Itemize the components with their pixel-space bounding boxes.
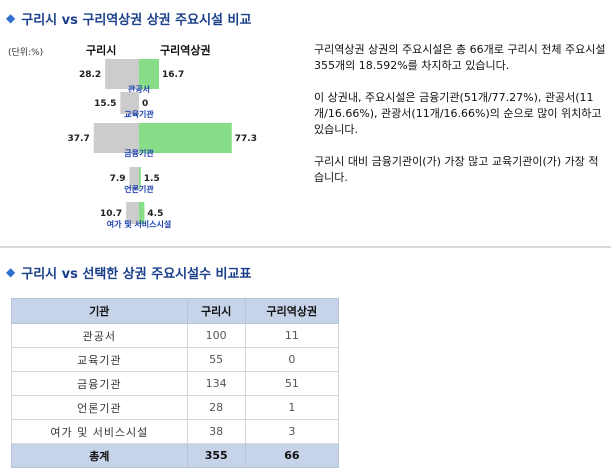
- category-label: 관공서: [128, 84, 150, 94]
- value-label-left: 37.7: [68, 134, 90, 144]
- value-label-right: 0: [142, 99, 148, 109]
- category-label: 여가 및 서비스시설: [107, 219, 171, 229]
- summary-paragraph: 이 상권내, 주요시설은 금융기관(51개/77.27%), 관공서(11개/1…: [314, 91, 602, 136]
- summary-description: 구리역상권 상권의 주요시설은 총 66개로 구리시 전체 주요시설 355개의…: [314, 42, 606, 202]
- table-header-row: 기관 구리시 구리역상권: [11, 298, 340, 324]
- value-label-left: 15.5: [94, 99, 116, 109]
- table-row: 교육기관 55 0: [11, 347, 340, 372]
- category-label: 언론기관: [124, 184, 154, 194]
- table-cell: 355: [186, 443, 246, 468]
- bar-left: [129, 167, 139, 189]
- value-label-left: 7.9: [110, 174, 126, 184]
- diamond-bullet-icon: ◆: [6, 265, 16, 279]
- table-row: 금융기관 134 51: [11, 371, 340, 396]
- table-cell: 38: [186, 419, 246, 444]
- table-total-row: 총계 355 66: [11, 443, 340, 468]
- chart-right-header: 구리역상권: [160, 44, 211, 57]
- comparison-table: 기관 구리시 구리역상권 관공서 100 11 교육기관 55 0 금융기관 1…: [11, 298, 340, 468]
- category-label: 교육기관: [124, 109, 154, 119]
- table-cell: 55: [186, 347, 246, 372]
- bar-left: [120, 92, 139, 114]
- table-cell: 66: [244, 443, 340, 468]
- column-header: 기관: [11, 298, 188, 324]
- bar-left: [126, 202, 139, 224]
- value-label-right: 1.5: [144, 174, 160, 184]
- bar-right: [139, 59, 160, 89]
- section-title-text: 구리시 vs 선택한 상권 주요시설수 비교표: [21, 266, 252, 282]
- value-label-right: 16.7: [162, 70, 184, 80]
- bar-left: [93, 123, 139, 153]
- value-label-left: 28.2: [79, 70, 101, 80]
- table-row: 여가 및 서비스시설 38 3: [11, 419, 340, 444]
- category-label: 금융기관: [124, 148, 154, 158]
- value-label-right: 4.5: [147, 209, 163, 219]
- table-row: 관공서 100 11: [11, 323, 340, 348]
- section-title-table: ◆ 구리시 vs 선택한 상권 주요시설수 비교표: [6, 262, 251, 282]
- column-header: 구리역상권: [244, 298, 340, 324]
- bar-right: [139, 123, 232, 153]
- summary-paragraph: 구리역상권 상권의 주요시설은 총 66개로 구리시 전체 주요시설 355개의…: [314, 43, 606, 72]
- table-cell: 여가 및 서비스시설: [11, 419, 188, 444]
- table-cell: 51: [244, 371, 340, 396]
- bar-right: [139, 202, 145, 224]
- section-title-comparison: ◆ 구리시 vs 구리역상권 상권 주요시설 비교: [6, 8, 251, 28]
- table-cell: 언론기관: [11, 395, 188, 420]
- bar-left: [105, 59, 139, 89]
- table-cell: 총계: [11, 443, 188, 468]
- value-label-right: 77.3: [235, 134, 257, 144]
- table-cell: 관공서: [11, 323, 188, 348]
- table-cell: 3: [244, 419, 340, 444]
- table-cell: 교육기관: [11, 347, 188, 372]
- table-cell: 100: [186, 323, 246, 348]
- value-label-left: 10.7: [100, 209, 122, 219]
- bar-right: [139, 167, 141, 189]
- table-cell: 28: [186, 395, 246, 420]
- table-cell: 11: [244, 323, 340, 348]
- section-divider: [0, 246, 611, 248]
- table-cell: 134: [186, 371, 246, 396]
- table-cell: 0: [244, 347, 340, 372]
- table-cell: 금융기관: [11, 371, 188, 396]
- summary-paragraph: 구리시 대비 금융기관이(가) 가장 많고 교육기관이(가) 가장 적습니다.: [314, 155, 599, 184]
- chart-left-header: 구리시: [86, 44, 117, 57]
- column-header: 구리시: [186, 298, 246, 324]
- unit-label: (단위:%): [8, 48, 44, 58]
- table-row: 언론기관 28 1: [11, 395, 340, 420]
- diamond-bullet-icon: ◆: [6, 11, 16, 25]
- section-title-text: 구리시 vs 구리역상권 상권 주요시설 비교: [21, 12, 252, 28]
- table-cell: 1: [244, 395, 340, 420]
